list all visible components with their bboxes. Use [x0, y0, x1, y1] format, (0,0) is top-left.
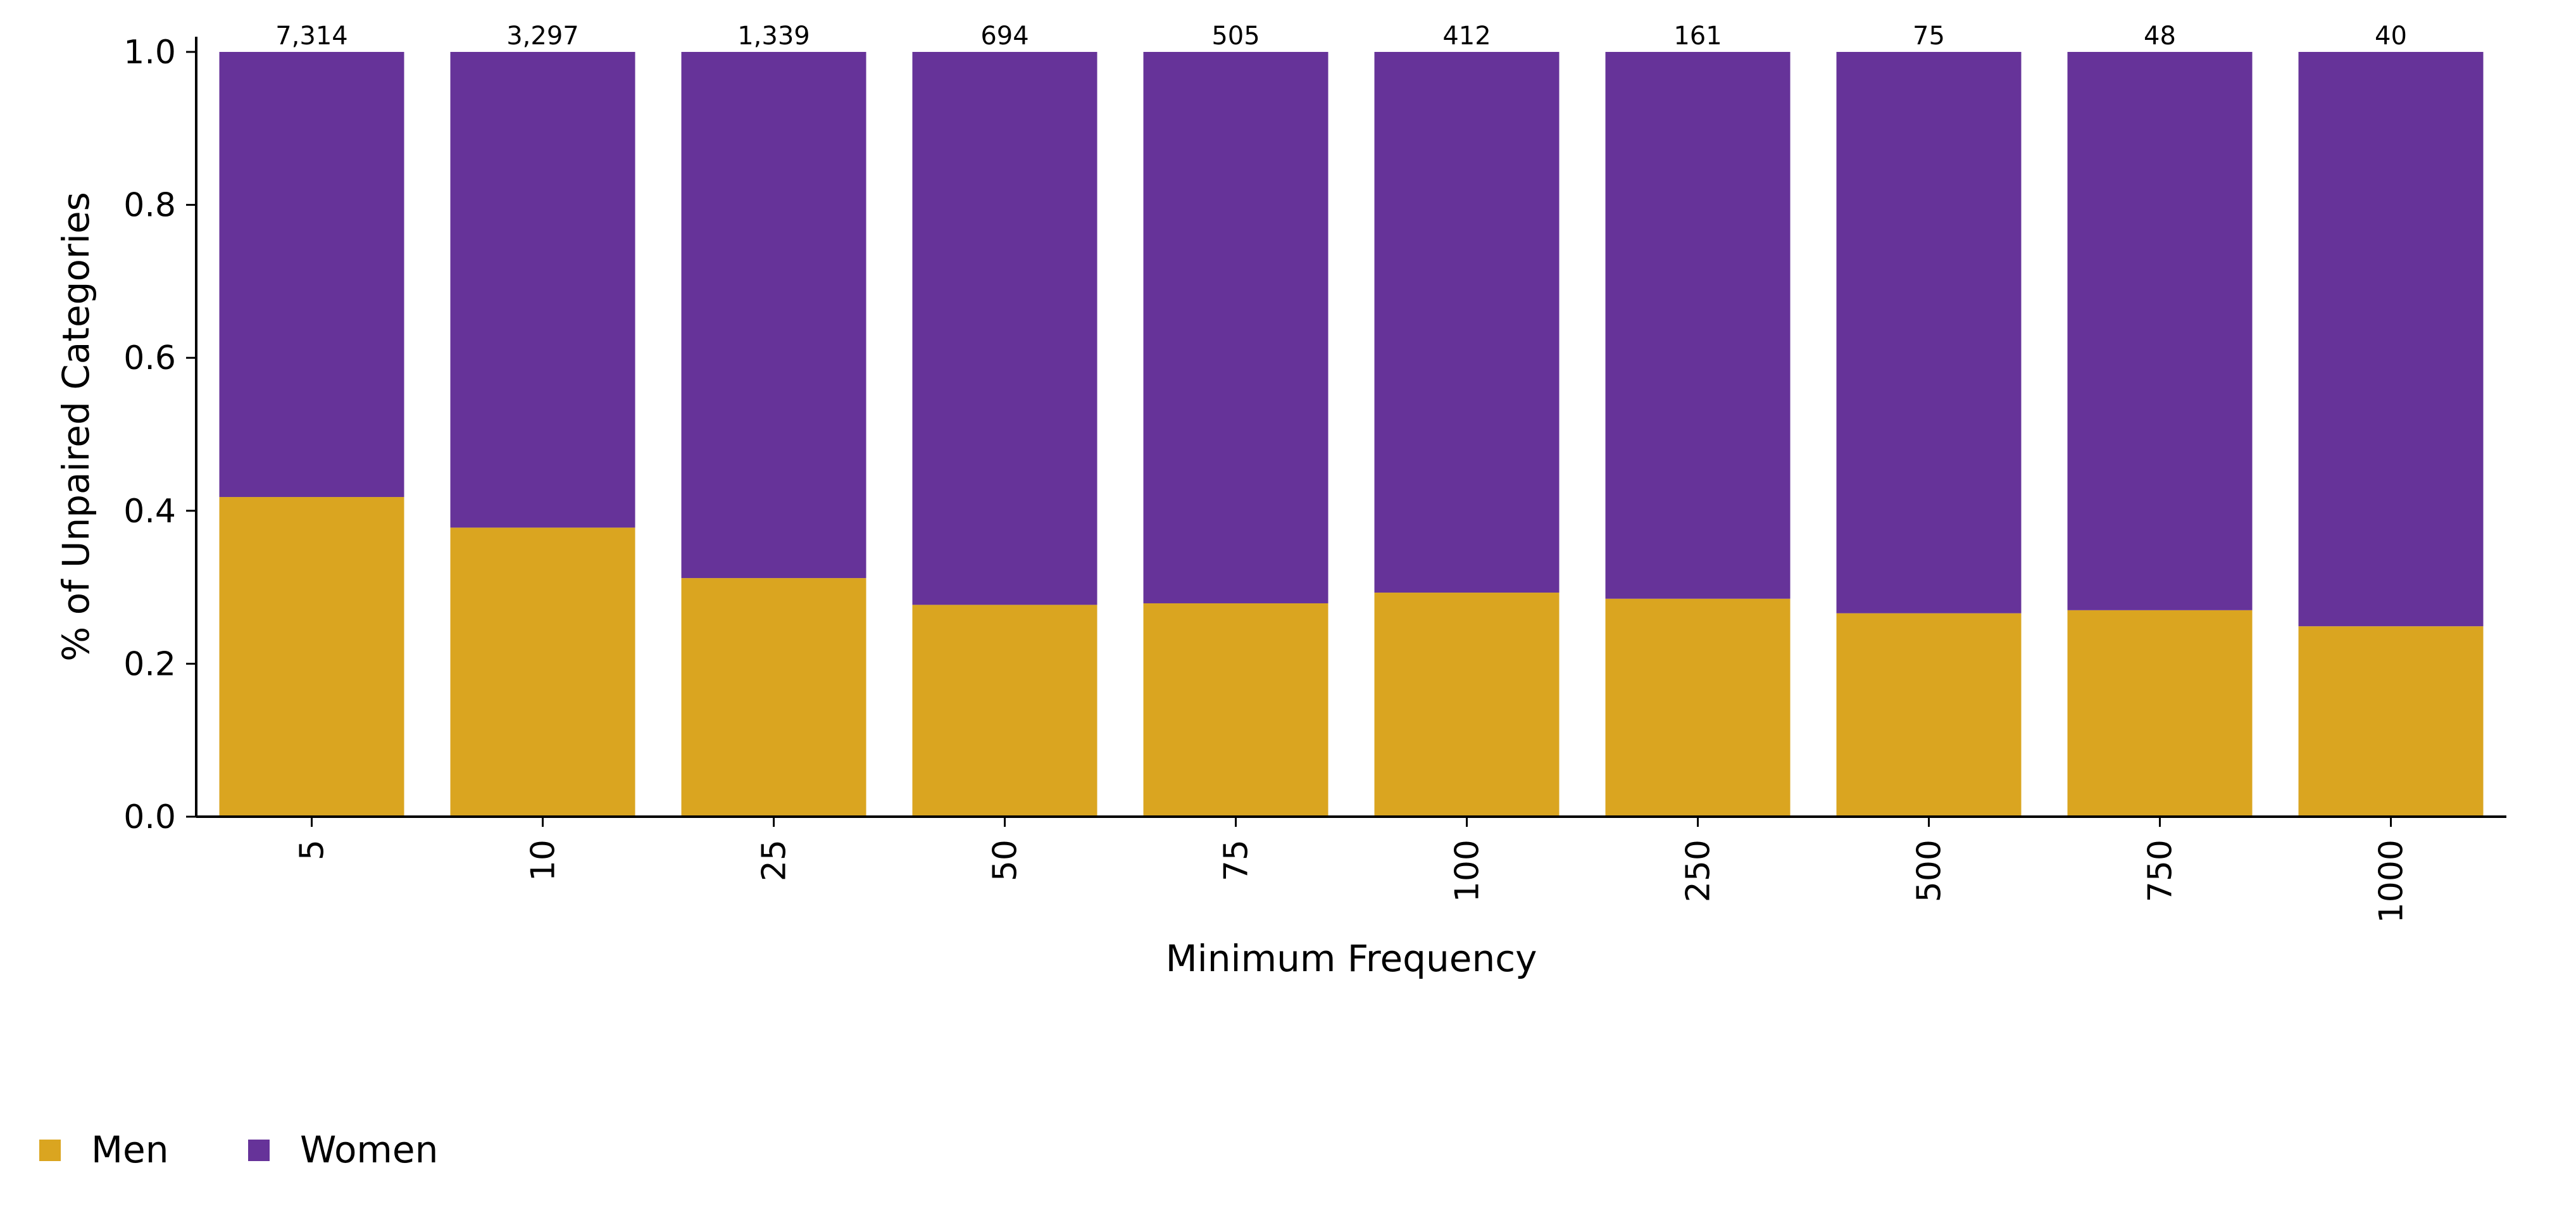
count-label-5: 7,314: [275, 22, 348, 51]
x-axis-title: Minimum Frequency: [1166, 937, 1537, 980]
count-label-750: 48: [2144, 22, 2176, 51]
bar-men-750: [2067, 610, 2253, 817]
count-label-100: 412: [1442, 22, 1491, 51]
bar-women-750: [2067, 52, 2253, 610]
y-tick-label-0.0: 0.0: [123, 798, 176, 836]
bar-women-250: [1605, 52, 1791, 599]
bar-women-5: [219, 52, 404, 498]
count-labels-group: 7,314 3,297 1,339 694 505 412 161 75 48 40: [275, 22, 2407, 51]
count-label-25: 1,339: [737, 22, 810, 51]
count-label-50: 694: [980, 22, 1029, 51]
x-tick-label-75: 75: [1218, 839, 1256, 881]
count-label-10: 3,297: [506, 22, 579, 51]
bar-women-1000: [2298, 52, 2484, 627]
y-tick-label-1.0: 1.0: [123, 34, 176, 72]
legend-label-women: Women: [300, 1128, 438, 1171]
x-tick-label-100: 100: [1449, 839, 1487, 902]
bar-women-25: [681, 52, 866, 579]
bar-men-100: [1374, 593, 1560, 817]
bar-men-75: [1143, 603, 1329, 817]
bar-men-250: [1605, 598, 1791, 817]
y-tick-label-0.2: 0.2: [123, 645, 176, 683]
count-label-250: 161: [1673, 22, 1722, 51]
legend: Men Women: [39, 1128, 438, 1171]
x-tick-label-25: 25: [756, 839, 794, 881]
bar-women-100: [1374, 52, 1560, 593]
y-ticks-group: 0.0 0.2 0.4 0.6 0.8 1.0: [123, 34, 196, 836]
bar-men-10: [450, 527, 635, 817]
x-tick-label-50: 50: [987, 839, 1025, 881]
bar-men-25: [681, 578, 866, 817]
x-tick-label-1000: 1000: [2373, 839, 2411, 923]
bar-women-75: [1143, 52, 1329, 603]
x-tick-label-5: 5: [294, 839, 332, 860]
bar-women-500: [1836, 52, 2022, 613]
x-tick-label-10: 10: [525, 839, 563, 881]
bar-women-50: [912, 52, 1097, 605]
bar-men-5: [219, 497, 404, 817]
count-label-1000: 40: [2375, 22, 2407, 51]
bar-men-1000: [2298, 626, 2484, 817]
x-tick-label-500: 500: [1911, 839, 1949, 902]
y-tick-label-0.4: 0.4: [123, 493, 176, 531]
y-axis-title: % of Unpaired Categories: [54, 192, 97, 662]
x-ticks-group: 5 10 25 50 75 100 250 500 750 1000: [294, 817, 2411, 923]
legend-swatch-women: [248, 1140, 270, 1161]
axes-group: [195, 37, 2506, 818]
y-tick-label-0.8: 0.8: [123, 187, 176, 225]
bar-men-50: [912, 605, 1097, 817]
count-label-500: 75: [1913, 22, 1945, 51]
bar-women-10: [450, 52, 635, 528]
legend-swatch-men: [39, 1140, 61, 1161]
x-tick-label-250: 250: [1680, 839, 1718, 902]
legend-label-men: Men: [91, 1128, 169, 1171]
count-label-75: 505: [1211, 22, 1260, 51]
bars-group: [219, 52, 2484, 817]
bar-men-500: [1836, 613, 2022, 817]
x-tick-label-750: 750: [2142, 839, 2180, 902]
y-tick-label-0.6: 0.6: [123, 339, 176, 377]
